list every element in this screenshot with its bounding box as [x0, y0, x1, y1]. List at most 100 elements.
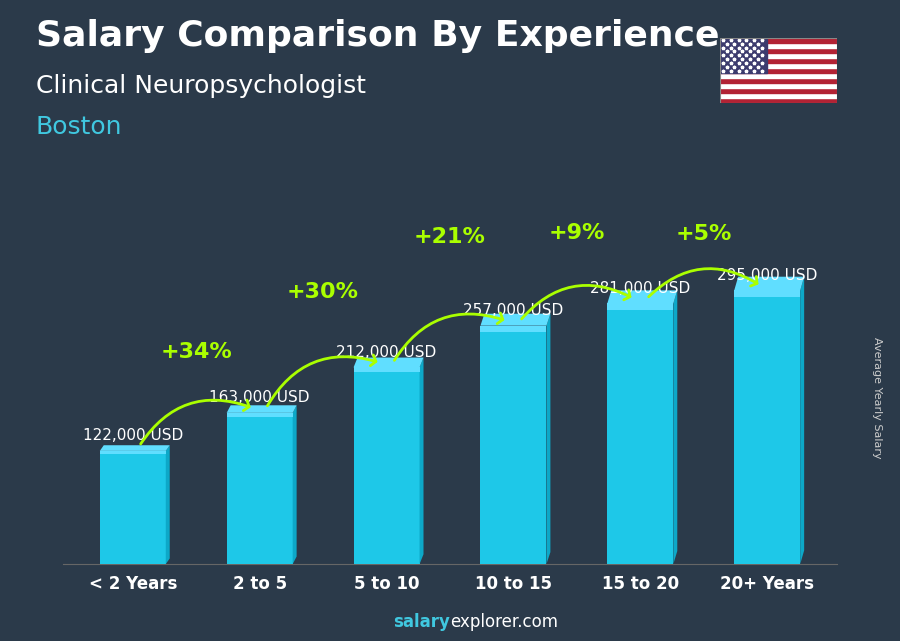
Bar: [0, 179, 900, 186]
Polygon shape: [166, 445, 170, 564]
Bar: [0, 45, 900, 51]
Polygon shape: [292, 405, 297, 564]
Bar: [0, 205, 900, 212]
Polygon shape: [800, 277, 805, 564]
Bar: [0, 449, 900, 455]
Bar: [0, 455, 900, 462]
Bar: [354, 367, 419, 564]
Bar: [720, 73, 837, 78]
Bar: [720, 53, 837, 58]
Bar: [0, 327, 900, 333]
Bar: [0, 308, 900, 314]
Text: Salary Comparison By Experience: Salary Comparison By Experience: [36, 19, 719, 53]
Bar: [0, 173, 900, 179]
Bar: [0, 224, 900, 231]
Bar: [0, 359, 900, 365]
Bar: [0, 154, 900, 160]
Bar: [0, 429, 900, 436]
Bar: [0, 538, 900, 545]
Bar: [0, 231, 900, 237]
Bar: [481, 326, 546, 331]
Bar: [0, 596, 900, 603]
Bar: [0, 385, 900, 391]
Bar: [0, 558, 900, 564]
Polygon shape: [354, 358, 424, 367]
Bar: [0, 64, 900, 71]
Bar: [0, 442, 900, 449]
Bar: [720, 78, 837, 83]
Text: 257,000 USD: 257,000 USD: [464, 303, 563, 318]
Bar: [0, 635, 900, 641]
Bar: [720, 38, 837, 44]
Bar: [0, 372, 900, 378]
Text: explorer.com: explorer.com: [450, 613, 558, 631]
Text: 163,000 USD: 163,000 USD: [210, 390, 310, 406]
Bar: [720, 88, 837, 93]
Bar: [354, 367, 419, 372]
Bar: [0, 288, 900, 295]
Text: +9%: +9%: [549, 223, 605, 243]
Bar: [0, 320, 900, 327]
Bar: [0, 301, 900, 308]
Text: salary: salary: [393, 613, 450, 631]
Bar: [0, 32, 900, 38]
Bar: [0, 135, 900, 141]
Text: 212,000 USD: 212,000 USD: [337, 345, 436, 360]
Bar: [0, 603, 900, 609]
Bar: [0, 417, 900, 423]
Bar: [0, 481, 900, 487]
Bar: [0, 6, 900, 13]
Bar: [0, 250, 900, 256]
Polygon shape: [227, 405, 297, 413]
Bar: [734, 290, 800, 564]
Bar: [720, 68, 837, 73]
Bar: [720, 44, 837, 48]
Bar: [0, 96, 900, 103]
Bar: [0, 365, 900, 372]
Bar: [0, 128, 900, 135]
Bar: [734, 290, 800, 297]
Bar: [0, 90, 900, 96]
Bar: [0, 545, 900, 551]
Bar: [0, 378, 900, 385]
Bar: [100, 451, 166, 454]
Bar: [0, 269, 900, 276]
Bar: [0, 564, 900, 570]
Bar: [0, 346, 900, 353]
Bar: [227, 413, 292, 564]
Text: +34%: +34%: [160, 342, 232, 362]
Bar: [0, 532, 900, 538]
Bar: [0, 397, 900, 404]
Bar: [0, 500, 900, 506]
Bar: [0, 628, 900, 635]
Text: 122,000 USD: 122,000 USD: [83, 428, 183, 444]
Bar: [0, 160, 900, 167]
Bar: [0, 423, 900, 429]
Bar: [0, 513, 900, 519]
Bar: [0, 333, 900, 340]
Bar: [0, 83, 900, 90]
Bar: [0, 462, 900, 468]
Bar: [0, 410, 900, 417]
Bar: [0, 622, 900, 628]
Bar: [100, 451, 166, 564]
Bar: [0, 77, 900, 83]
Bar: [720, 93, 837, 97]
Bar: [0, 167, 900, 173]
Bar: [0, 609, 900, 615]
Bar: [608, 303, 673, 564]
Bar: [0, 192, 900, 199]
Bar: [0, 474, 900, 481]
Text: +5%: +5%: [676, 224, 732, 244]
Bar: [0, 51, 900, 58]
Bar: [720, 58, 837, 63]
Bar: [0, 186, 900, 192]
Bar: [0, 551, 900, 558]
Bar: [481, 326, 546, 564]
Polygon shape: [546, 313, 551, 564]
Polygon shape: [673, 290, 678, 564]
Polygon shape: [419, 358, 424, 564]
Bar: [0, 526, 900, 532]
Bar: [227, 413, 292, 417]
Bar: [0, 58, 900, 64]
